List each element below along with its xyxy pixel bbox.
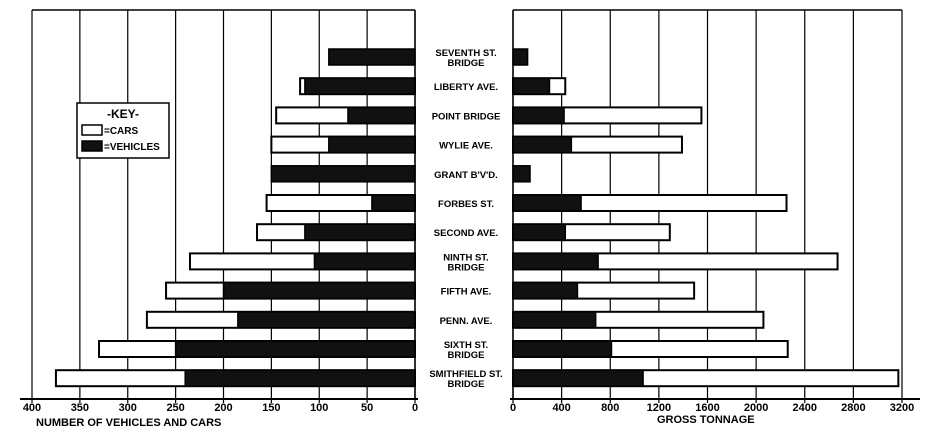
left-tick-label: 0 [412, 402, 418, 414]
right-bar-vehicles [512, 165, 531, 183]
left-bar-vehicles [313, 252, 416, 271]
category-label-line2: BRIDGE [448, 262, 485, 273]
legend: -KEY- =CARS =VEHICLES [76, 102, 170, 159]
right-bar-vehicles [512, 252, 599, 271]
right-bar-vehicles [512, 77, 551, 95]
left-tick-label: 50 [361, 402, 373, 414]
left-tick-label: 350 [71, 402, 89, 414]
right-tick-label: 3200 [890, 402, 914, 414]
left-bar-vehicles [304, 223, 416, 241]
left-bar-vehicles [184, 369, 416, 387]
category-label-line1: SIXTH ST. [444, 340, 488, 351]
right-tick-label: 800 [601, 402, 619, 414]
left-bar-vehicles [270, 165, 416, 183]
left-tick-label: 400 [23, 402, 41, 414]
right-bar-vehicles [512, 340, 613, 358]
right-axis-title: GROSS TONNAGE [657, 414, 755, 426]
legend-cars-swatch [81, 124, 103, 136]
right-tick-label: 2800 [841, 402, 865, 414]
left-bar-vehicles [347, 106, 416, 125]
left-axis-title: NUMBER OF VEHICLES AND CARS [36, 417, 221, 429]
right-bar-vehicles [512, 106, 565, 125]
left-bar-vehicles [328, 135, 416, 154]
right-bar-vehicles [512, 48, 529, 66]
category-label: FIFTH AVE. [441, 287, 492, 298]
right-tick-label: 400 [552, 402, 570, 414]
category-label-line2: BRIDGE [448, 58, 485, 69]
right-tick-labels: 0 400 800 1200 1600 2000 2400 2800 3200 [510, 402, 914, 414]
legend-cars-label: =CARS [104, 126, 139, 137]
right-tick-label: 0 [510, 402, 516, 414]
legend-vehicles-swatch [81, 140, 103, 152]
right-bar-vehicles [512, 223, 567, 241]
left-bar-vehicles [328, 48, 416, 66]
left-bar-vehicles [222, 281, 416, 300]
left-bar-vehicles [174, 340, 416, 358]
category-label: PENN. AVE. [440, 316, 493, 327]
category-label: WYLIE AVE. [439, 141, 493, 152]
right-bar-vehicles [512, 369, 644, 387]
left-tick-labels: 400 350 300 250 200 150 100 50 0 [23, 402, 418, 414]
left-tick-label: 100 [310, 402, 328, 414]
right-tick-label: 2000 [744, 402, 768, 414]
category-label-line1: NINTH ST. [443, 252, 488, 263]
left-tick-label: 250 [166, 402, 184, 414]
right-tick-label: 1200 [647, 402, 671, 414]
right-bars [512, 48, 900, 388]
right-bar-vehicles [512, 311, 597, 329]
category-label: SECOND AVE. [434, 228, 498, 239]
left-bar-vehicles [371, 194, 416, 212]
right-tick-label: 1600 [695, 402, 719, 414]
legend-vehicles-label: =VEHICLES [104, 142, 160, 153]
left-tick-label: 150 [262, 402, 280, 414]
category-label: FORBES ST. [438, 199, 494, 210]
right-bar-vehicles [512, 135, 573, 154]
category-label-line2: BRIDGE [448, 350, 485, 361]
category-label-line1: SMITHFIELD ST. [429, 369, 502, 380]
left-bars [54, 48, 417, 388]
category-label-line1: SEVENTH ST. [435, 48, 496, 59]
category-label: POINT BRIDGE [432, 111, 501, 122]
left-tick-label: 200 [214, 402, 232, 414]
right-bar-vehicles [512, 194, 582, 212]
left-tick-label: 300 [119, 402, 137, 414]
category-label-line2: BRIDGE [448, 379, 485, 390]
legend-title: -KEY- [107, 107, 139, 121]
category-label: GRANT B'V'D. [434, 170, 498, 181]
right-tick-label: 2400 [793, 402, 817, 414]
left-bar-vehicles [237, 311, 416, 329]
category-label: LIBERTY AVE. [434, 82, 498, 93]
right-bar-vehicles [512, 281, 579, 300]
left-bar-vehicles [304, 77, 416, 95]
